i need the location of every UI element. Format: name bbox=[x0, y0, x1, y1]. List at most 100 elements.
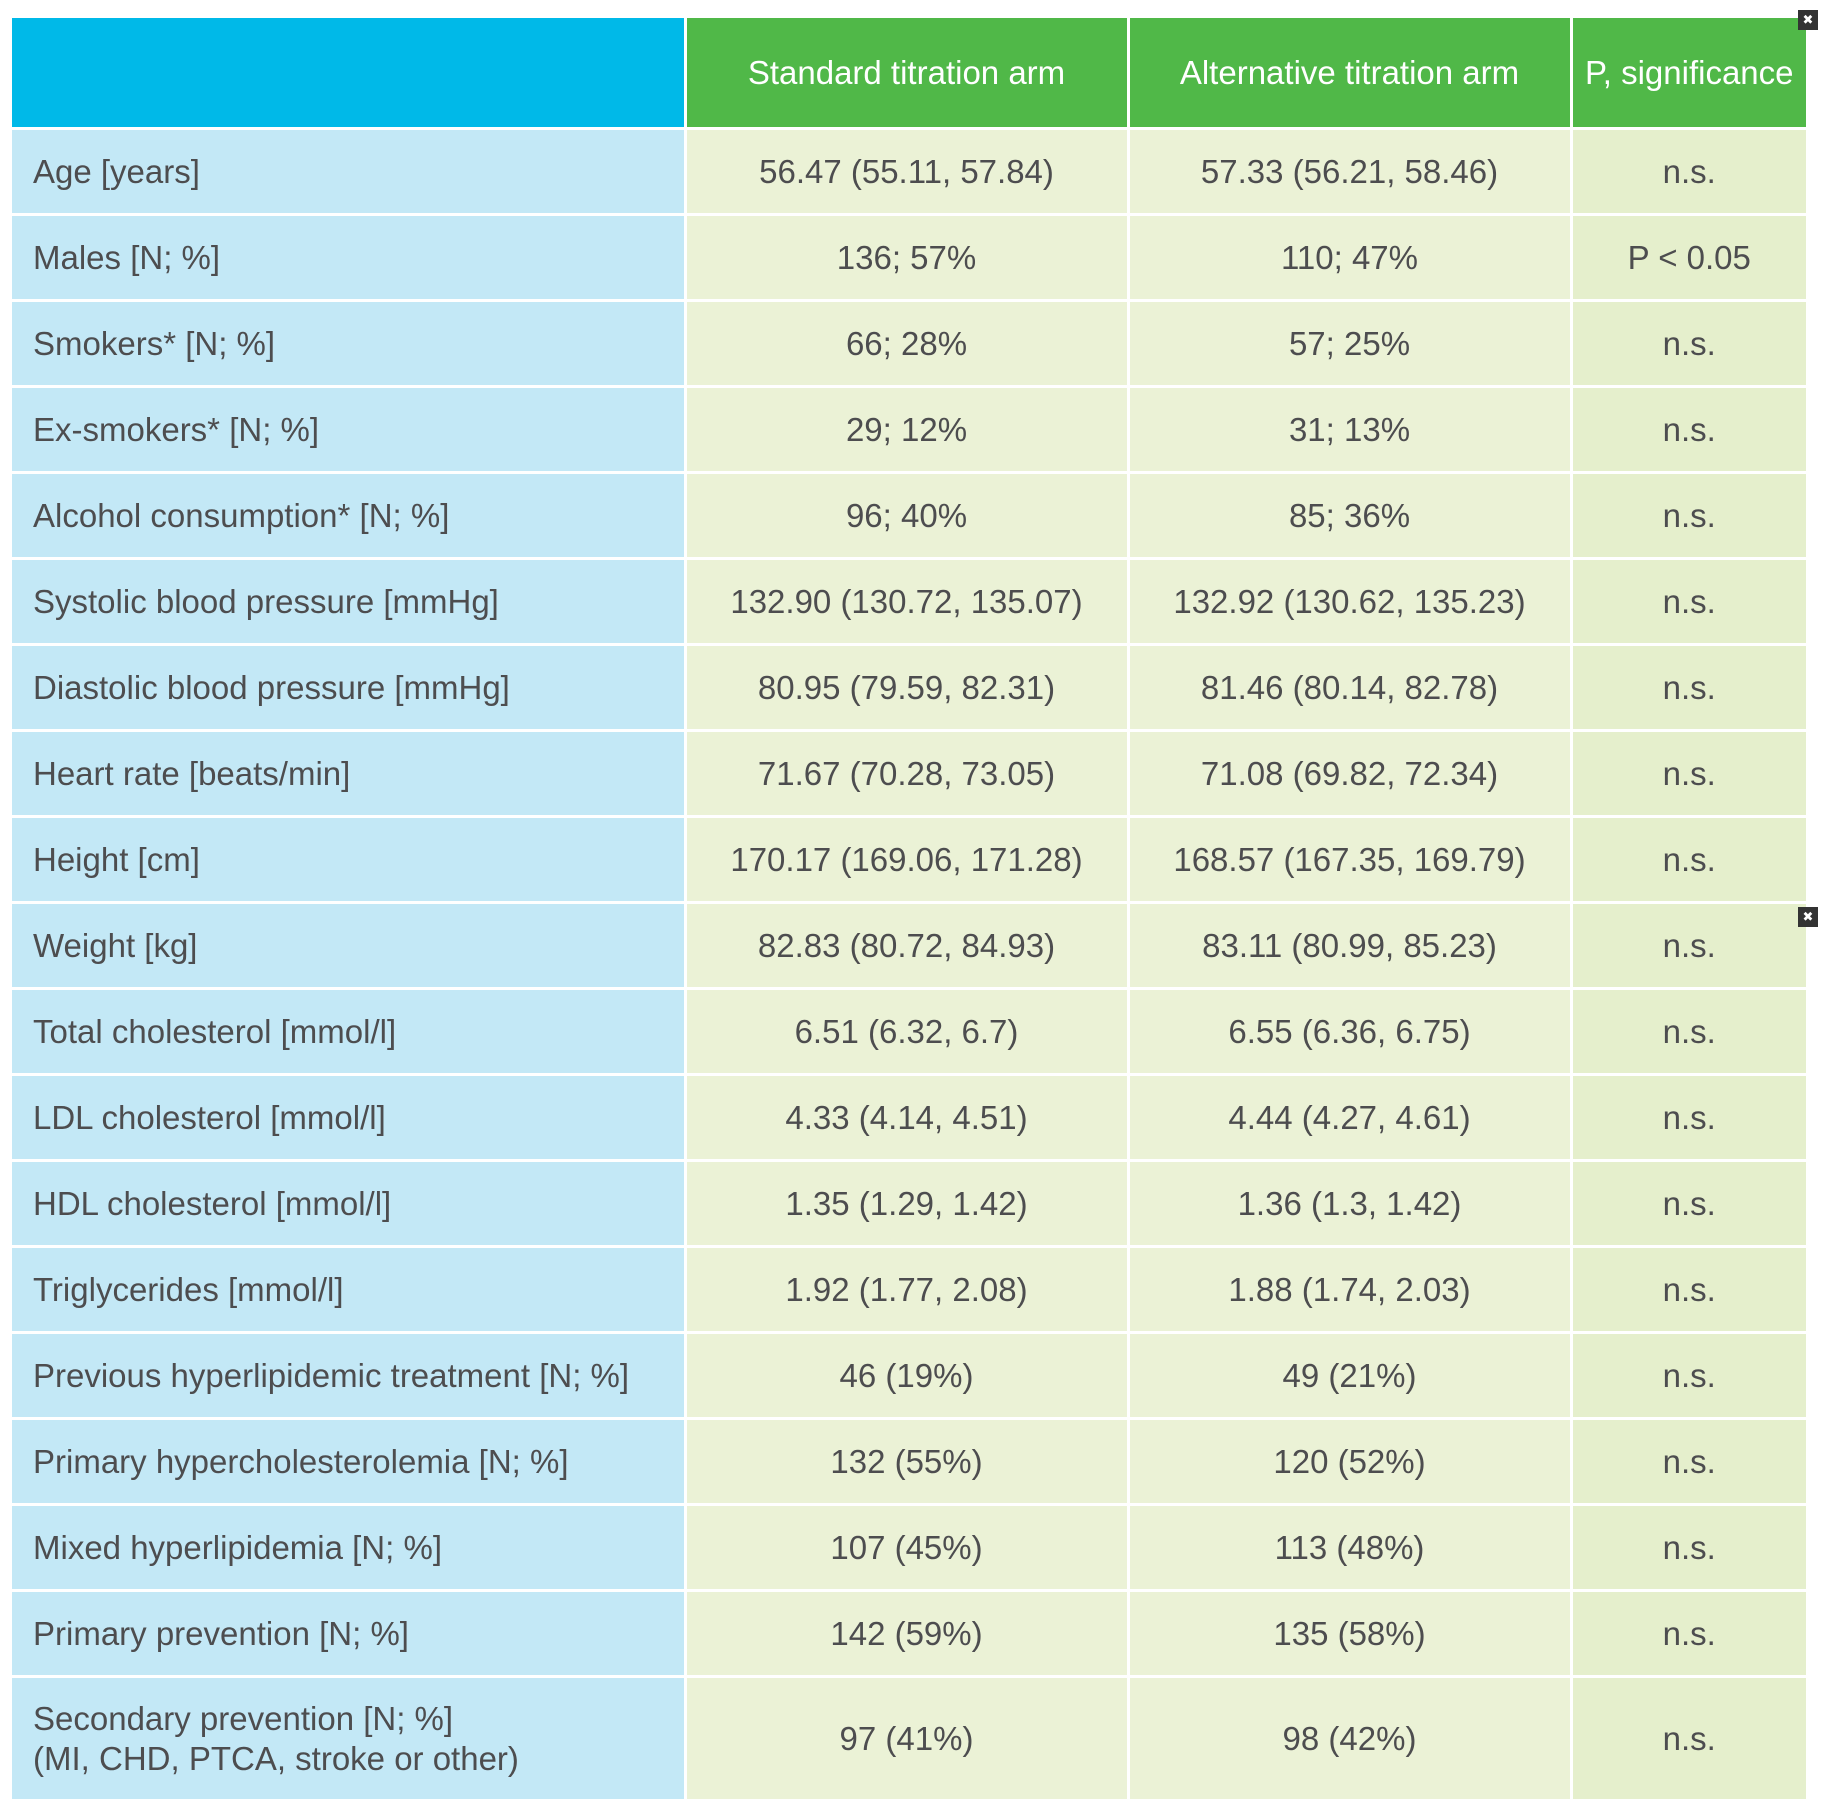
table-body: Age [years] 56.47 (55.11, 57.84) 57.33 (56… bbox=[12, 127, 1806, 1799]
row-label: HDL cholesterol [mmol/l] bbox=[12, 1159, 685, 1247]
alternative-arm-value: 31; 13% bbox=[1126, 385, 1571, 473]
p-significance-value: n.s. bbox=[1569, 1245, 1806, 1333]
p-significance-value: n.s. bbox=[1569, 299, 1806, 387]
table-row: Total cholesterol [mmol/l] 6.51 (6.32, 6.… bbox=[12, 987, 1806, 1075]
p-significance-value: n.s. bbox=[1569, 1503, 1806, 1591]
p-significance-value: n.s. bbox=[1569, 1589, 1806, 1677]
header-alternative-arm: Alternative titration arm bbox=[1126, 18, 1571, 129]
p-significance-value: n.s. bbox=[1569, 729, 1806, 817]
row-label: Mixed hyperlipidemia [N; %] bbox=[12, 1503, 685, 1591]
baseline-characteristics-table: Standard titration arm Alternative titra… bbox=[12, 18, 1806, 1799]
standard-arm-value: 142 (59%) bbox=[683, 1589, 1128, 1677]
collapse-icon[interactable]: ✖ bbox=[1798, 10, 1818, 30]
standard-arm-value: 82.83 (80.72, 84.93) bbox=[683, 901, 1128, 989]
alternative-arm-value: 49 (21%) bbox=[1126, 1331, 1571, 1419]
alternative-arm-value: 1.88 (1.74, 2.03) bbox=[1126, 1245, 1571, 1333]
table-row: HDL cholesterol [mmol/l] 1.35 (1.29, 1.42… bbox=[12, 1159, 1806, 1247]
row-label: Height [cm] bbox=[12, 815, 685, 903]
p-significance-value: n.s. bbox=[1569, 643, 1806, 731]
standard-arm-value: 96; 40% bbox=[683, 471, 1128, 559]
table-row: Mixed hyperlipidemia [N; %] 107 (45%) 113 … bbox=[12, 1503, 1806, 1591]
alternative-arm-value: 57.33 (56.21, 58.46) bbox=[1126, 127, 1571, 215]
table-row: Primary prevention [N; %] 142 (59%) 135 (5… bbox=[12, 1589, 1806, 1677]
alternative-arm-value: 110; 47% bbox=[1126, 213, 1571, 301]
p-significance-value: n.s. bbox=[1569, 987, 1806, 1075]
alternative-arm-value: 6.55 (6.36, 6.75) bbox=[1126, 987, 1571, 1075]
alternative-arm-value: 81.46 (80.14, 82.78) bbox=[1126, 643, 1571, 731]
standard-arm-value: 136; 57% bbox=[683, 213, 1128, 301]
table-row: Systolic blood pressure [mmHg] 132.90 (13… bbox=[12, 557, 1806, 645]
alternative-arm-value: 71.08 (69.82, 72.34) bbox=[1126, 729, 1571, 817]
table-row: Weight [kg] 82.83 (80.72, 84.93) 83.11 (80… bbox=[12, 901, 1806, 989]
p-significance-value: n.s. bbox=[1569, 471, 1806, 559]
alternative-arm-value: 57; 25% bbox=[1126, 299, 1571, 387]
standard-arm-value: 97 (41%) bbox=[683, 1675, 1128, 1799]
alternative-arm-value: 4.44 (4.27, 4.61) bbox=[1126, 1073, 1571, 1161]
row-label: Ex-smokers* [N; %] bbox=[12, 385, 685, 473]
row-label: Diastolic blood pressure [mmHg] bbox=[12, 643, 685, 731]
p-significance-value: n.s. bbox=[1569, 1073, 1806, 1161]
p-significance-value: n.s. bbox=[1569, 1417, 1806, 1505]
p-significance-value: n.s. bbox=[1569, 385, 1806, 473]
row-label: Smokers* [N; %] bbox=[12, 299, 685, 387]
p-significance-value: n.s. bbox=[1569, 1331, 1806, 1419]
row-label: LDL cholesterol [mmol/l] bbox=[12, 1073, 685, 1161]
table-container: Standard titration arm Alternative titra… bbox=[12, 18, 1806, 1799]
table-row: Previous hyperlipidemic treatment [N; %]… bbox=[12, 1331, 1806, 1419]
row-label-line2: (MI, CHD, PTCA, stroke or other) bbox=[33, 1739, 519, 1777]
row-label: Primary hypercholesterolemia [N; %] bbox=[12, 1417, 685, 1505]
row-label: Age [years] bbox=[12, 127, 685, 215]
alternative-arm-value: 85; 36% bbox=[1126, 471, 1571, 559]
standard-arm-value: 80.95 (79.59, 82.31) bbox=[683, 643, 1128, 731]
header-row: Standard titration arm Alternative titra… bbox=[12, 18, 1806, 129]
standard-arm-value: 170.17 (169.06, 171.28) bbox=[683, 815, 1128, 903]
header-standard-arm: Standard titration arm bbox=[683, 18, 1128, 129]
p-significance-value: n.s. bbox=[1569, 557, 1806, 645]
table-row: Smokers* [N; %] 66; 28% 57; 25% n.s. bbox=[12, 299, 1806, 387]
table-row: Primary hypercholesterolemia [N; %] 132 (… bbox=[12, 1417, 1806, 1505]
row-label-line1: Secondary prevention [N; %] bbox=[33, 1699, 454, 1737]
p-significance-value: n.s. bbox=[1569, 1675, 1806, 1799]
standard-arm-value: 66; 28% bbox=[683, 299, 1128, 387]
alternative-arm-value: 83.11 (80.99, 85.23) bbox=[1126, 901, 1571, 989]
row-label: Secondary prevention [N; %] (MI, CHD, PT… bbox=[12, 1675, 685, 1799]
standard-arm-value: 1.35 (1.29, 1.42) bbox=[683, 1159, 1128, 1247]
standard-arm-value: 107 (45%) bbox=[683, 1503, 1128, 1591]
p-significance-value: n.s. bbox=[1569, 901, 1806, 989]
table-row: Males [N; %] 136; 57% 110; 47% P < 0.05 bbox=[12, 213, 1806, 301]
row-label: Alcohol consumption* [N; %] bbox=[12, 471, 685, 559]
p-significance-value: n.s. bbox=[1569, 127, 1806, 215]
row-label: Weight [kg] bbox=[12, 901, 685, 989]
standard-arm-value: 56.47 (55.11, 57.84) bbox=[683, 127, 1128, 215]
standard-arm-value: 29; 12% bbox=[683, 385, 1128, 473]
row-label: Primary prevention [N; %] bbox=[12, 1589, 685, 1677]
standard-arm-value: 132 (55%) bbox=[683, 1417, 1128, 1505]
table-row: Diastolic blood pressure [mmHg] 80.95 (79… bbox=[12, 643, 1806, 731]
standard-arm-value: 132.90 (130.72, 135.07) bbox=[683, 557, 1128, 645]
collapse-icon[interactable]: ✖ bbox=[1798, 907, 1818, 927]
standard-arm-value: 6.51 (6.32, 6.7) bbox=[683, 987, 1128, 1075]
row-label: Males [N; %] bbox=[12, 213, 685, 301]
row-label: Triglycerides [mmol/l] bbox=[12, 1245, 685, 1333]
row-label: Total cholesterol [mmol/l] bbox=[12, 987, 685, 1075]
standard-arm-value: 4.33 (4.14, 4.51) bbox=[683, 1073, 1128, 1161]
table-row: Ex-smokers* [N; %] 29; 12% 31; 13% n.s. bbox=[12, 385, 1806, 473]
alternative-arm-value: 135 (58%) bbox=[1126, 1589, 1571, 1677]
header-p-significance: P, significance bbox=[1569, 18, 1806, 129]
table-row: Heart rate [beats/min] 71.67 (70.28, 73.0… bbox=[12, 729, 1806, 817]
standard-arm-value: 1.92 (1.77, 2.08) bbox=[683, 1245, 1128, 1333]
alternative-arm-value: 113 (48%) bbox=[1126, 1503, 1571, 1591]
alternative-arm-value: 1.36 (1.3, 1.42) bbox=[1126, 1159, 1571, 1247]
table-row: Triglycerides [mmol/l] 1.92 (1.77, 2.08) 1… bbox=[12, 1245, 1806, 1333]
p-significance-value: n.s. bbox=[1569, 815, 1806, 903]
row-label: Heart rate [beats/min] bbox=[12, 729, 685, 817]
alternative-arm-value: 98 (42%) bbox=[1126, 1675, 1571, 1799]
table-row-secondary-prevention: Secondary prevention [N; %] (MI, CHD, PT… bbox=[12, 1675, 1806, 1799]
alternative-arm-value: 120 (52%) bbox=[1126, 1417, 1571, 1505]
row-label: Previous hyperlipidemic treatment [N; %] bbox=[12, 1331, 685, 1419]
table-row: Height [cm] 170.17 (169.06, 171.28) 168.57… bbox=[12, 815, 1806, 903]
standard-arm-value: 46 (19%) bbox=[683, 1331, 1128, 1419]
standard-arm-value: 71.67 (70.28, 73.05) bbox=[683, 729, 1128, 817]
table-row: Age [years] 56.47 (55.11, 57.84) 57.33 (56… bbox=[12, 127, 1806, 215]
row-label: Systolic blood pressure [mmHg] bbox=[12, 557, 685, 645]
